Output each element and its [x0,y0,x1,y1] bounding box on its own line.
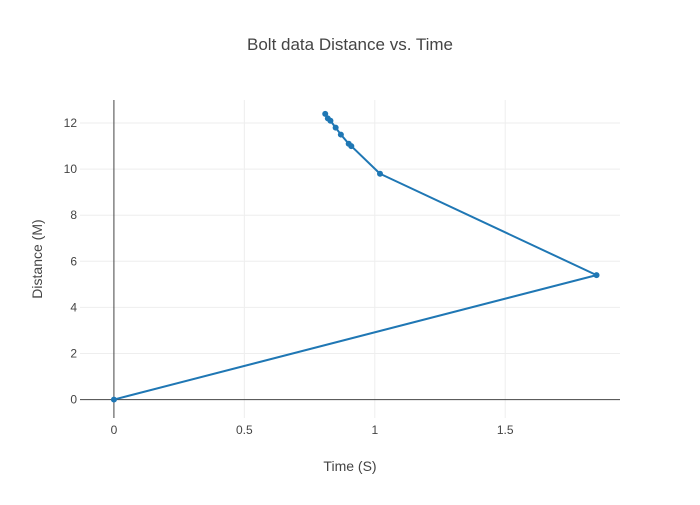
data-point[interactable] [332,124,339,131]
data-point[interactable] [324,115,331,122]
data-point[interactable] [377,170,383,177]
chart-title: Bolt data Distance vs. Time [247,35,453,54]
x-tick-label: 1 [371,423,378,437]
y-axis-title: Distance (M) [29,219,45,298]
y-tick-label: 4 [70,300,77,314]
y-tick-label: 12 [64,116,78,130]
y-tick-label: 6 [70,254,77,268]
y-tick-label: 10 [64,162,78,176]
axes [80,100,620,418]
x-axis-title: Time (S) [323,458,376,474]
y-tick-label: 8 [70,208,77,222]
x-tick-label: 0.5 [236,423,253,437]
y-tick-label: 0 [70,393,77,407]
data-point[interactable] [110,396,117,403]
series-line [113,113,598,401]
tick-labels: 0 0.5 1 1.5 0 2 4 6 8 10 12 [64,116,514,437]
y-tick-label: 2 [70,346,77,360]
data-point[interactable] [345,140,352,147]
data-point[interactable] [593,272,600,279]
data-point[interactable] [337,131,344,138]
data-point[interactable] [322,110,329,117]
x-tick-label: 0 [111,423,118,437]
x-tick-label: 1.5 [497,423,514,437]
gridlines [80,100,620,418]
series-layer [110,110,600,403]
